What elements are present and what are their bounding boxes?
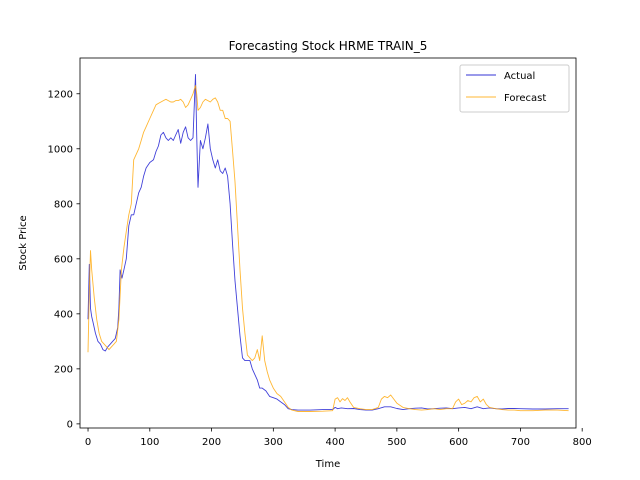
x-tick-label: 500 (387, 437, 406, 448)
y-tick-label: 800 (54, 199, 73, 210)
x-axis-label: Time (315, 459, 340, 470)
plot-frame (79, 57, 577, 429)
y-tick-label: 600 (54, 254, 73, 265)
x-tick-label: 100 (140, 437, 159, 448)
chart-title: Forecasting Stock HRME TRAIN_5 (229, 39, 428, 53)
y-tick-label: 1200 (48, 89, 73, 100)
x-axis-ticks: 0 100 200 300 400 500 600 700 800 (85, 428, 592, 448)
series-line-forecast (87, 85, 569, 412)
x-tick-label: 800 (573, 437, 592, 448)
y-axis-ticks: 0 200 400 600 800 1000 1200 (48, 89, 80, 430)
legend-label-actual: Actual (504, 71, 535, 82)
y-axis-label: Stock Price (18, 215, 29, 270)
y-tick-label: 1000 (48, 144, 73, 155)
series-line-actual (87, 74, 569, 411)
x-tick-label: 300 (264, 437, 283, 448)
legend: Actual Forecast (459, 64, 570, 113)
plot-lines (87, 74, 569, 412)
x-tick-label: 700 (511, 437, 530, 448)
x-tick-label: 600 (449, 437, 468, 448)
y-tick-label: 0 (67, 419, 73, 430)
x-tick-label: 400 (326, 437, 345, 448)
x-tick-label: 200 (202, 437, 221, 448)
legend-box (459, 64, 570, 113)
x-tick-label: 0 (85, 437, 91, 448)
y-tick-label: 400 (54, 309, 73, 320)
y-tick-label: 200 (54, 364, 73, 375)
legend-label-forecast: Forecast (504, 93, 546, 104)
